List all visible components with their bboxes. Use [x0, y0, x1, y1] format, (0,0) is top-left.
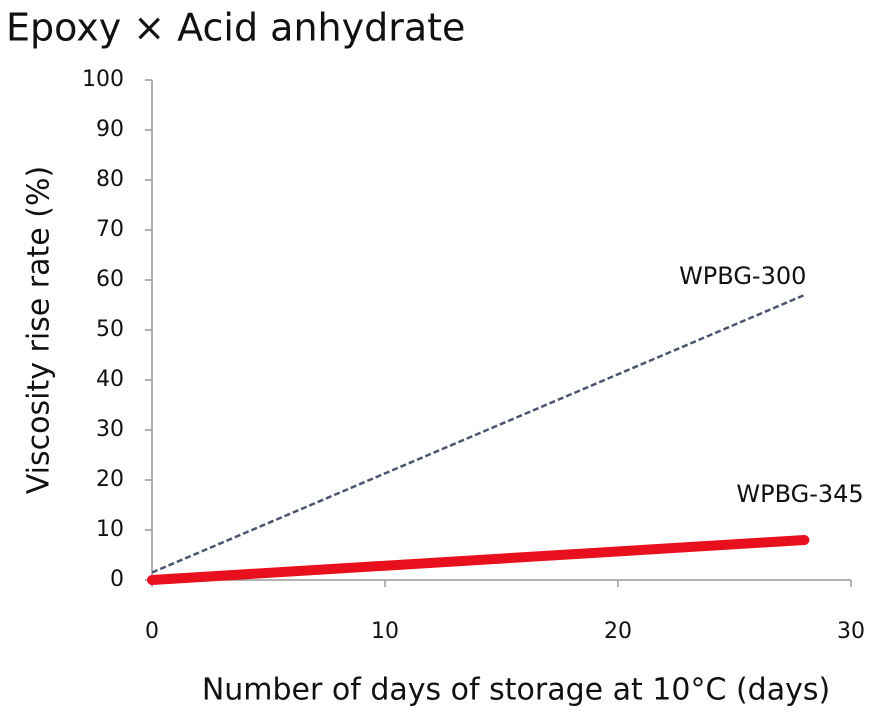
x-tick-label: 30 [837, 619, 865, 644]
y-tick-label: 70 [96, 217, 124, 242]
plot-area: 0 10 20 30 40 50 60 70 80 90 100 0 10 20 30 WPBG-300 WPB… [82, 67, 865, 644]
x-tick-label: 10 [371, 619, 399, 644]
y-tick-label: 90 [96, 117, 124, 142]
y-axis-label: Viscosity rise rate (%) [22, 166, 57, 494]
x-axis-label: Number of days of storage at 10°C (days) [202, 673, 830, 708]
y-tick-label: 20 [96, 467, 124, 492]
y-tick-label: 60 [96, 267, 124, 292]
y-tick-label: 10 [96, 517, 124, 542]
x-tick-label: 0 [145, 619, 159, 644]
y-tick-label: 0 [110, 567, 124, 592]
chart-title: Epoxy × Acid anhydrate [6, 6, 465, 50]
series-line [147, 535, 810, 585]
x-tick-label: 20 [604, 619, 632, 644]
y-tick-label: 50 [96, 317, 124, 342]
y-tick-label: 100 [82, 67, 124, 92]
y-tick-label: 80 [96, 167, 124, 192]
series-label: WPBG-300 [679, 262, 806, 290]
y-tick-label: 40 [96, 367, 124, 392]
y-tick-label: 30 [96, 417, 124, 442]
series-label: WPBG-345 [736, 480, 863, 508]
series-line [151, 293, 805, 574]
